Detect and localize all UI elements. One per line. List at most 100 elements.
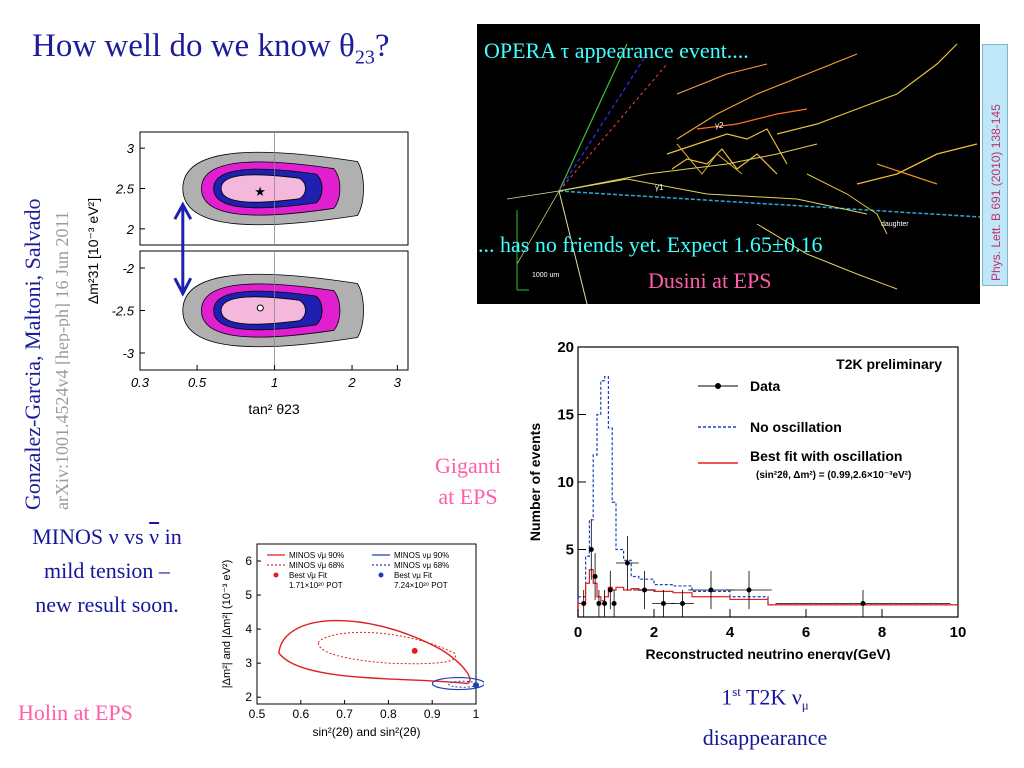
contour-lower-3 [220,296,306,325]
minos-legend-label: Best νμ Fit [394,571,433,580]
t2k-ytick-label: 5 [566,542,574,559]
t2k-xtick-label: 2 [650,624,658,641]
minos-ytick-label: 5 [245,588,252,602]
data-point [592,574,598,579]
octant-arrow-up [173,201,193,220]
upper-ytick-label: 3 [127,141,135,156]
legend-noosc-label: No oscillation [750,419,842,435]
nubar-68-contour [317,631,457,665]
lower-ytick-label: -3 [122,346,134,361]
opera-reference-tag: Phys. Lett. B 691 (2010) 138-145 [982,44,1008,286]
t2k-caption-line2: disappearance [702,724,828,750]
opera-reference-text: Phys. Lett. B 691 (2010) 138-145 [989,104,1003,281]
xtick-label: 0.5 [188,375,207,390]
author-names: Gonzalez-Garcia, Maltoni, Salvado [20,198,45,510]
y-axis-title: Δm²31 [10⁻³ eV²] [85,198,101,304]
t2k-credit-line1: Giganti [435,453,501,478]
minos-line1c: in [159,524,182,549]
t2k-chart-title: T2K preliminary [836,356,942,372]
minos-ytick-label: 3 [245,656,252,670]
data-point [624,560,630,566]
opera-event-panel: 1000 um γ2 γ1 daughter [477,24,981,305]
minos-legend-label: MINOS νμ 68% [394,561,449,570]
t2k-xtick-label: 8 [878,624,886,641]
minos-xtick-label: 0.6 [292,707,309,721]
opera-event-display: 1000 um γ2 γ1 daughter [506,43,981,305]
best-fit-histogram [577,569,958,617]
minos-ytick-label: 6 [245,554,252,568]
t2k-caption-mid: T2K ν [740,684,802,710]
data-point [661,601,666,606]
xtick-label: 2 [347,375,356,390]
scale-label: 1000 um [532,272,559,279]
minos-xtick-label: 0.5 [249,707,266,721]
opera-credit: Dusini at EPS [648,268,772,293]
minos-legend-label: 7.24×10²⁰ POT [394,581,448,590]
legend-data-swatch-marker [715,383,721,389]
minos-legend-label: 1.71×10²⁰ POT [289,581,343,590]
t2k-y-axis-title: Number of events [527,423,543,541]
t2k-xtick-label: 0 [574,624,582,641]
minos-line3: new result soon. [35,592,179,617]
minos-legend-label: MINOS ν̄μ 90% [289,551,344,560]
slide-title: How well do we know θ23? [32,28,390,70]
t2k-ytick-label: 15 [557,407,574,424]
gamma1-label: γ1 [655,183,664,192]
minos-ytick-label: 4 [245,622,252,636]
data-point [642,587,647,593]
minos-line2: mild tension – [44,558,170,583]
minos-legend-swatch [273,572,279,578]
minos-comment: MINOS ν vs ν in mild tension – new resul… [2,520,212,622]
legend-fit-params: (sin²2θ, Δm²) = (0.99,2.6×10⁻³eV²) [756,470,911,481]
data-point [596,601,602,606]
daughter-label: daughter [881,221,909,228]
minos-x-axis-title: sin²(2θ) and sin²(2θ) [312,725,420,739]
data-point [607,587,613,593]
t2k-x-axis-title: Reconstructed neutrino energy(GeV) [645,646,890,660]
gamma2-label: γ2 [715,121,724,130]
data-point [680,601,685,606]
lower-ytick-label: -2.5 [112,304,135,319]
data-point [588,547,594,552]
data-point [860,601,866,606]
t2k-frame [577,346,959,618]
upper-ytick-label: 2.5 [115,182,135,197]
minos-legend-label: Best ν̄μ Fit [289,571,328,580]
title-main: How well do we know θ [32,28,355,64]
data-point [602,601,608,606]
minos-xtick-label: 0.7 [336,707,353,721]
theta23-contour-chart: ★ 3 2.5 2 -2 -2.5 -3 0.3 0.5 1 2 3 tan² θ23 Δm²31 [10… [80,120,420,430]
minos-legend-label: MINOS ν̄μ 68% [289,561,344,570]
minos-legend-swatch [378,572,384,578]
x-axis-title: tan² θ23 [248,401,300,417]
minos-credit: Holin at EPS [18,700,133,725]
minos-xtick-label: 0.9 [424,707,441,721]
author-credit: Gonzalez-Garcia, Maltoni, Salvado arXiv:… [8,100,70,520]
data-point [611,601,617,606]
minos-y-axis-title: |Δm²| and |Δm²| (10⁻³ eV²) [221,560,233,689]
t2k-caption-sup: st [732,684,741,699]
lower-ytick-label: -2 [122,261,134,276]
arxiv-ref: arXiv:1001.4524v4 [hep-ph] 16 Jun 2011 [52,211,70,510]
t2k-xtick-label: 4 [726,624,735,641]
t2k-caption-sub: μ [801,697,809,713]
xtick-label: 1 [271,375,278,390]
minos-contour-chart: 0.5 0.6 0.7 0.8 0.9 1 2 3 4 5 6 sin²(2θ) and sin²(2… [212,538,486,746]
t2k-xtick-label: 6 [802,624,810,641]
opera-title: OPERA τ appearance event.... [484,38,749,63]
minos-line1a: MINOS ν vs [32,524,150,549]
legend-fit-label: Best fit with oscillation [750,448,902,464]
t2k-xtick-label: 10 [950,624,967,641]
best-fit-upper-marker: ★ [254,184,266,199]
data-point [581,601,587,606]
title-suffix: ? [374,28,390,64]
nubar-90-contour [278,619,471,685]
xtick-label: 0.3 [131,375,150,390]
t2k-spectrum-chart: 0 2 4 6 8 10 5 10 15 20 Reconstructed neutrino ene… [520,335,980,662]
no-oscillation-histogram [577,376,958,617]
best-fit-nubar-point [411,647,418,654]
legend-data-label: Data [750,378,781,394]
minos-xtick-label: 1 [473,707,480,721]
t2k-credit: Giganti at EPS [418,450,518,512]
t2k-ytick-label: 20 [557,339,574,356]
